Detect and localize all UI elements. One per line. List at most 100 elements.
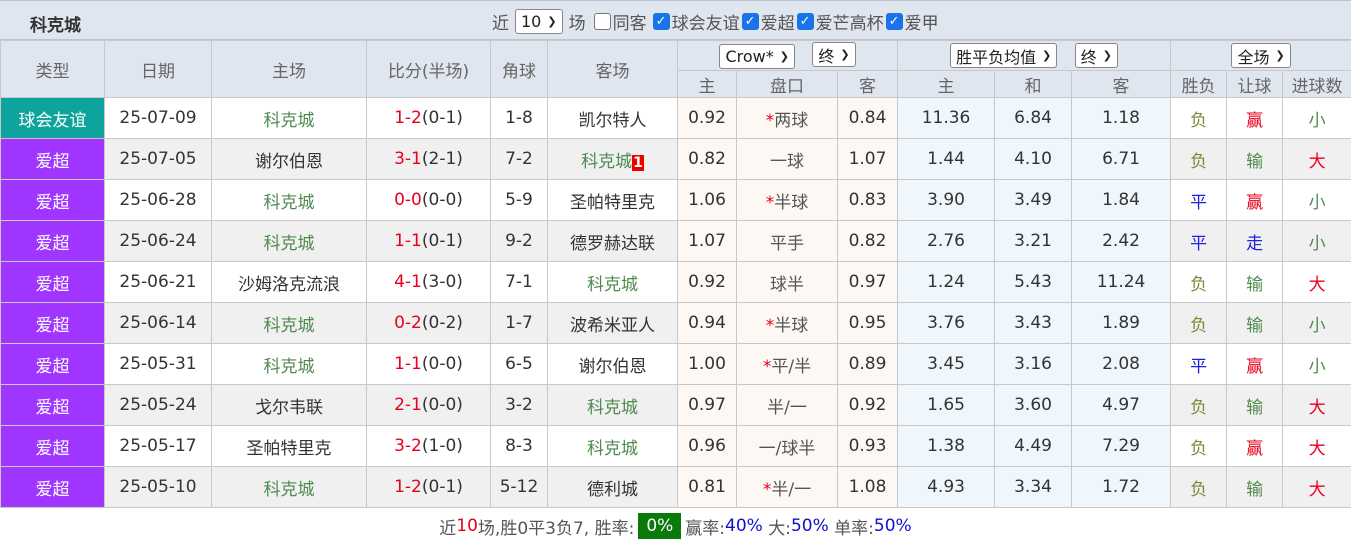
eu-home-odds: 1.44 bbox=[898, 139, 995, 180]
filters: 近 10❯ 场 同客 ✓球会友谊 ✓爱超 ✓爱芒高杯 ✓爱甲 bbox=[492, 9, 939, 34]
away-cell[interactable]: 德利城 bbox=[548, 467, 678, 508]
goals-result: 小 bbox=[1283, 221, 1351, 262]
away-cell[interactable]: 德罗赫达联 bbox=[548, 221, 678, 262]
ah-away-odds: 1.08 bbox=[838, 467, 898, 508]
league-checkbox[interactable]: ✓ bbox=[886, 13, 903, 30]
ah-away-odds: 0.89 bbox=[838, 344, 898, 385]
match-type[interactable]: 爱超 bbox=[1, 262, 105, 303]
match-type[interactable]: 爱超 bbox=[1, 221, 105, 262]
home-team[interactable]: 科克城 bbox=[212, 467, 367, 508]
away-cell[interactable]: 圣帕特里克 bbox=[548, 180, 678, 221]
score[interactable]: 1-2(0-1) bbox=[367, 98, 491, 139]
league-checkbox[interactable]: ✓ bbox=[653, 13, 670, 30]
away-cell[interactable]: 科克城1 bbox=[548, 139, 678, 180]
away-cell[interactable]: 波希米亚人 bbox=[548, 303, 678, 344]
ah-company-select[interactable]: Crow*❯ bbox=[719, 44, 795, 69]
result-scope-select[interactable]: 全场❯ bbox=[1231, 43, 1290, 68]
score[interactable]: 0-2(0-2) bbox=[367, 303, 491, 344]
match-date: 25-06-14 bbox=[105, 303, 212, 344]
league-checkbox[interactable]: ✓ bbox=[742, 13, 759, 30]
corners: 9-2 bbox=[491, 221, 548, 262]
ah-line-value: 平手 bbox=[770, 234, 804, 254]
home-team[interactable]: 戈尔韦联 bbox=[212, 385, 367, 426]
corners: 7-1 bbox=[491, 262, 548, 303]
col-corner: 角球 bbox=[491, 41, 548, 98]
goals-result: 大 bbox=[1283, 262, 1351, 303]
score[interactable]: 0-0(0-0) bbox=[367, 180, 491, 221]
eu-draw-odds: 4.10 bbox=[995, 139, 1072, 180]
score[interactable]: 3-2(1-0) bbox=[367, 426, 491, 467]
eu-time-select[interactable]: 终❯ bbox=[1075, 43, 1118, 68]
match-type[interactable]: 爱超 bbox=[1, 139, 105, 180]
ah-time-value: 终 bbox=[818, 43, 834, 67]
goals-result: 小 bbox=[1283, 180, 1351, 221]
away-cell[interactable]: 谢尔伯恩 bbox=[548, 344, 678, 385]
big-rate-label: 大: bbox=[768, 514, 791, 539]
eu-away-odds: 1.72 bbox=[1072, 467, 1171, 508]
same-checkbox[interactable] bbox=[594, 13, 611, 30]
full-time-score: 0-0 bbox=[394, 190, 422, 210]
match-type[interactable]: 爱超 bbox=[1, 467, 105, 508]
away-cell[interactable]: 凯尔特人 bbox=[548, 98, 678, 139]
ah-line-value: 一球 bbox=[770, 152, 804, 172]
away-cell[interactable]: 科克城 bbox=[548, 426, 678, 467]
ah-line-value: 半/一 bbox=[767, 398, 807, 418]
home-team[interactable]: 谢尔伯恩 bbox=[212, 139, 367, 180]
match-type[interactable]: 爱超 bbox=[1, 385, 105, 426]
eu-home-odds: 1.65 bbox=[898, 385, 995, 426]
home-team[interactable]: 科克城 bbox=[212, 344, 367, 385]
league-checkbox[interactable]: ✓ bbox=[797, 13, 814, 30]
score[interactable]: 1-1(0-1) bbox=[367, 221, 491, 262]
recent-suffix: 场 bbox=[569, 9, 586, 34]
ah-line: 球半 bbox=[737, 262, 838, 303]
ah-time-select[interactable]: 终❯ bbox=[812, 42, 855, 67]
score[interactable]: 3-1(2-1) bbox=[367, 139, 491, 180]
corners: 8-3 bbox=[491, 426, 548, 467]
half-time-score: (2-1) bbox=[422, 149, 463, 169]
ah-home-odds: 1.06 bbox=[678, 180, 737, 221]
home-team[interactable]: 沙姆洛克流浪 bbox=[212, 262, 367, 303]
red-card-badge: 1 bbox=[632, 155, 644, 171]
match-type[interactable]: 爱超 bbox=[1, 344, 105, 385]
match-date: 25-06-21 bbox=[105, 262, 212, 303]
match-type[interactable]: 爱超 bbox=[1, 303, 105, 344]
match-type[interactable]: 球会友谊 bbox=[1, 98, 105, 139]
handicap-result: 赢 bbox=[1227, 426, 1283, 467]
match-type[interactable]: 爱超 bbox=[1, 426, 105, 467]
home-team[interactable]: 圣帕特里克 bbox=[212, 426, 367, 467]
win-loss: 负 bbox=[1171, 467, 1227, 508]
score[interactable]: 4-1(3-0) bbox=[367, 262, 491, 303]
eu-company-select[interactable]: 胜平负均值❯ bbox=[950, 43, 1057, 68]
away-cell[interactable]: 科克城 bbox=[548, 385, 678, 426]
away-team: 德利城 bbox=[587, 480, 638, 500]
score[interactable]: 1-2(0-1) bbox=[367, 467, 491, 508]
eu-away-odds: 11.24 bbox=[1072, 262, 1171, 303]
match-type[interactable]: 爱超 bbox=[1, 180, 105, 221]
team-title: 科克城 bbox=[30, 11, 81, 36]
home-team[interactable]: 科克城 bbox=[212, 98, 367, 139]
half-time-score: (3-0) bbox=[422, 272, 463, 292]
eu-home-odds: 1.38 bbox=[898, 426, 995, 467]
home-team[interactable]: 科克城 bbox=[212, 180, 367, 221]
ah-away-odds: 0.83 bbox=[838, 180, 898, 221]
recent-count-select[interactable]: 10❯ bbox=[515, 9, 563, 34]
away-team: 德罗赫达联 bbox=[570, 234, 655, 254]
score[interactable]: 2-1(0-0) bbox=[367, 385, 491, 426]
home-team[interactable]: 科克城 bbox=[212, 221, 367, 262]
away-cell[interactable]: 科克城 bbox=[548, 262, 678, 303]
eu-away-odds: 6.71 bbox=[1072, 139, 1171, 180]
score[interactable]: 1-1(0-0) bbox=[367, 344, 491, 385]
summary-text: 近 bbox=[439, 514, 456, 539]
home-team[interactable]: 科克城 bbox=[212, 303, 367, 344]
